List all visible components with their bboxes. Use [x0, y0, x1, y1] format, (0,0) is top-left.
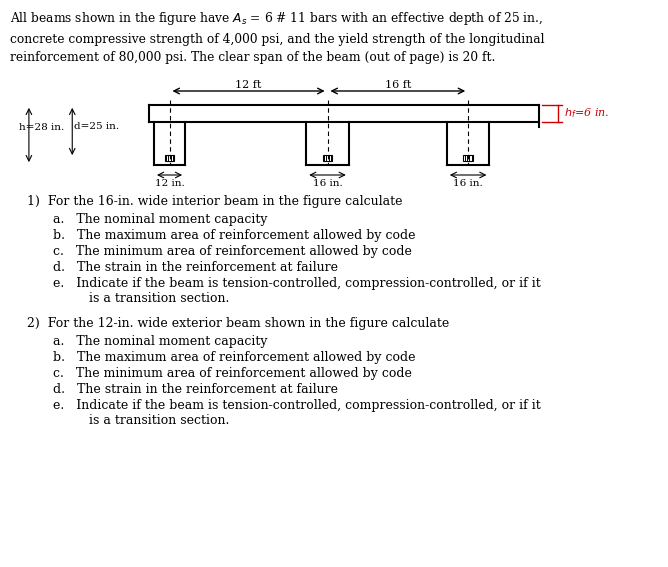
Text: 16 in.: 16 in.	[454, 179, 483, 188]
Text: b.   The maximum area of reinforcement allowed by code: b. The maximum area of reinforcement all…	[53, 351, 415, 364]
Text: a.   The nominal moment capacity: a. The nominal moment capacity	[53, 335, 267, 348]
Bar	[323, 155, 332, 161]
Text: c.   The minimum area of reinforcement allowed by code: c. The minimum area of reinforcement all…	[53, 245, 412, 258]
Text: $h_f$=6 in.: $h_f$=6 in.	[564, 107, 609, 120]
Text: d.   The strain in the reinforcement at failure: d. The strain in the reinforcement at fa…	[53, 383, 338, 396]
Text: e.   Indicate if the beam is tension-controlled, compression-controlled, or if i: e. Indicate if the beam is tension-contr…	[53, 399, 540, 427]
Text: All beams shown in the figure have $A_s$ = 6 # 11 bars with an effective depth o: All beams shown in the figure have $A_s$…	[9, 10, 544, 64]
Text: b.   The maximum area of reinforcement allowed by code: b. The maximum area of reinforcement all…	[53, 229, 415, 242]
Text: 1)  For the 16-in. wide interior beam in the figure calculate: 1) For the 16-in. wide interior beam in …	[27, 195, 403, 208]
Text: h=28 in.: h=28 in.	[19, 122, 65, 132]
Text: 2)  For the 12-in. wide exterior beam shown in the figure calculate: 2) For the 12-in. wide exterior beam sho…	[27, 317, 449, 330]
Text: d.   The strain in the reinforcement at failure: d. The strain in the reinforcement at fa…	[53, 261, 338, 274]
Text: 16 in.: 16 in.	[313, 179, 343, 188]
Text: a.   The nominal moment capacity: a. The nominal moment capacity	[53, 213, 267, 226]
Text: 16 ft: 16 ft	[385, 80, 411, 90]
Text: e.   Indicate if the beam is tension-controlled, compression-controlled, or if i: e. Indicate if the beam is tension-contr…	[53, 277, 540, 305]
Text: c.   The minimum area of reinforcement allowed by code: c. The minimum area of reinforcement all…	[53, 367, 412, 380]
Text: d=25 in.: d=25 in.	[74, 122, 120, 131]
Bar	[165, 155, 174, 161]
Text: 12 ft: 12 ft	[235, 80, 262, 90]
Text: 12 in.: 12 in.	[155, 179, 184, 188]
Bar	[464, 155, 473, 161]
